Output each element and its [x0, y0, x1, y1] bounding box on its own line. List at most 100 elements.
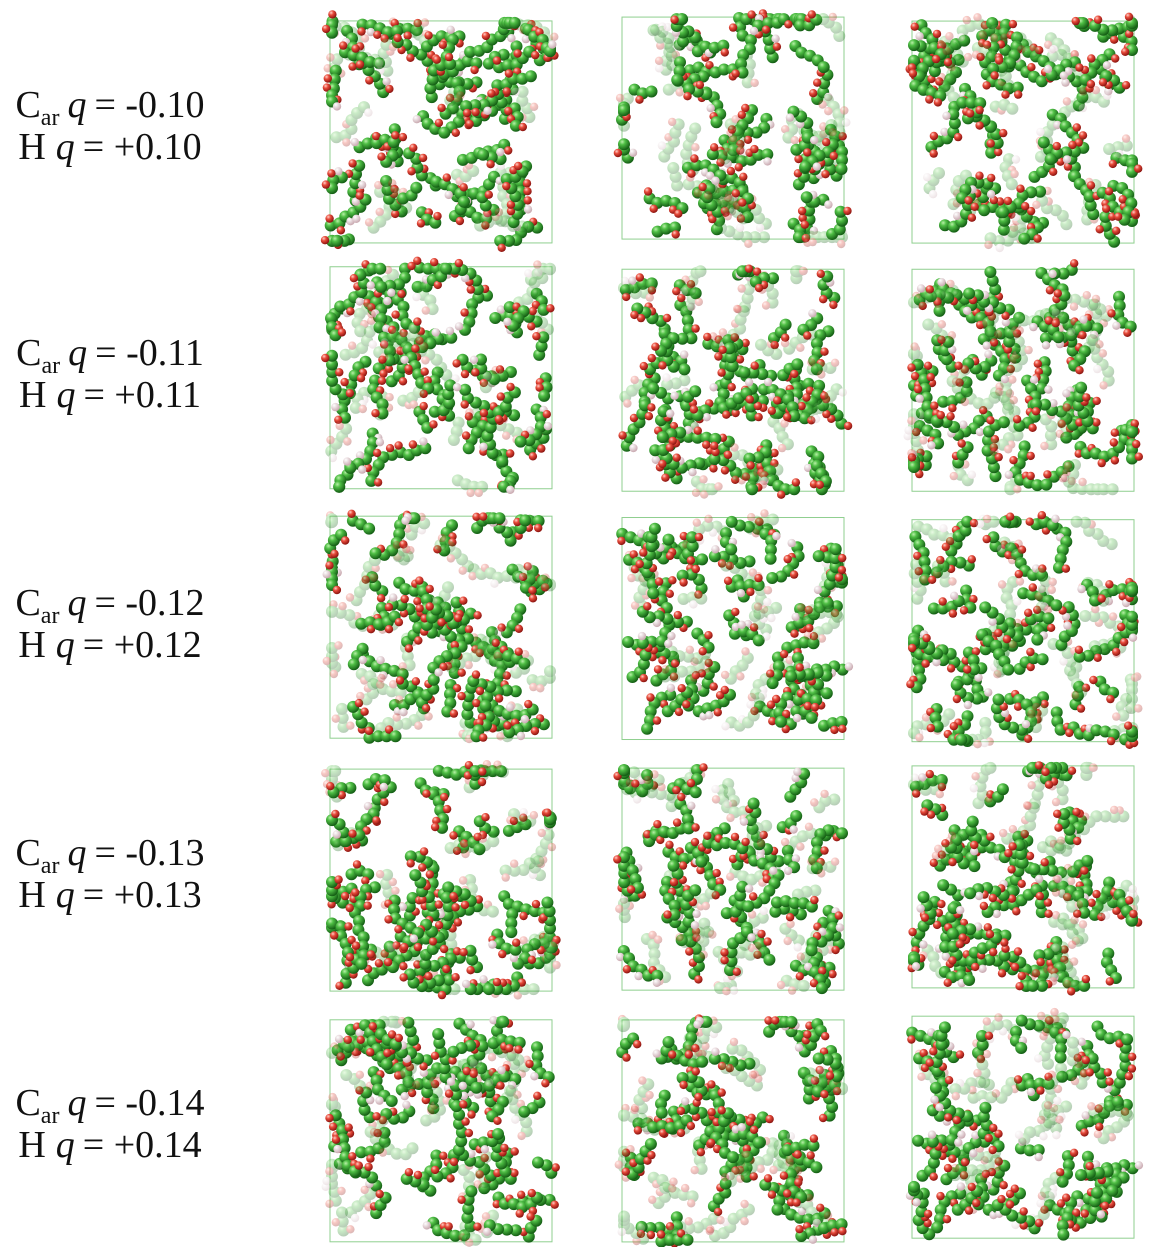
oxygen-atom	[399, 662, 407, 670]
oxygen-atom	[639, 548, 647, 556]
oxygen-atom	[426, 602, 434, 610]
oxygen-atom	[750, 27, 758, 35]
carbon-atom	[785, 670, 797, 682]
oxygen-atom	[629, 149, 637, 157]
oxygen-atom	[754, 574, 762, 582]
oxygen-atom	[370, 574, 378, 582]
hydrogen-atom	[450, 709, 458, 717]
oxygen-atom	[751, 362, 759, 370]
hydrogen-atom	[1111, 429, 1119, 437]
hydrogen-atom	[942, 47, 950, 55]
carbon-atom	[1040, 479, 1052, 491]
hydrogen-atom	[495, 208, 503, 216]
oxygen-atom	[790, 630, 798, 638]
oxygen-atom	[1048, 270, 1056, 278]
oxygen-atom	[824, 107, 832, 115]
oxygen-atom	[515, 625, 523, 633]
oxygen-atom	[736, 672, 744, 680]
oxygen-atom	[829, 301, 837, 309]
oxygen-atom	[1016, 185, 1024, 193]
hydrogen-atom	[668, 576, 676, 584]
hydrogen-atom	[784, 20, 792, 28]
oxygen-atom	[793, 714, 801, 722]
molecule	[346, 554, 381, 606]
oxygen-atom	[506, 449, 514, 457]
oxygen-atom	[1115, 150, 1123, 158]
oxygen-atom	[621, 277, 629, 285]
oxygen-atom	[1112, 712, 1120, 720]
oxygen-atom	[437, 104, 445, 112]
oxygen-atom	[630, 311, 638, 319]
hydrogen-atom	[792, 478, 800, 486]
oxygen-atom	[1013, 415, 1021, 423]
hydrogen-atom	[1092, 418, 1100, 426]
oxygen-atom	[1032, 201, 1040, 209]
hydrogen-atom	[333, 586, 341, 594]
molecule	[1059, 86, 1112, 118]
oxygen-atom	[1044, 385, 1052, 393]
oxygen-atom	[975, 172, 983, 180]
oxygen-atom	[1078, 331, 1086, 339]
hydrogen-atom	[504, 146, 512, 154]
oxygen-atom	[907, 449, 915, 457]
carbon-atom	[374, 263, 386, 275]
carbon-atom	[821, 687, 833, 699]
oxygen-atom	[1026, 648, 1034, 656]
oxygen-atom	[680, 287, 688, 295]
oxygen-atom	[1072, 17, 1080, 25]
element-symbol: C	[15, 582, 40, 624]
oxygen-atom	[830, 726, 838, 734]
oxygen-atom	[828, 128, 836, 136]
oxygen-atom	[340, 378, 348, 386]
hydrogen-atom	[507, 34, 515, 42]
oxygen-atom	[976, 428, 984, 436]
oxygen-atom	[798, 207, 806, 215]
molecule	[325, 511, 338, 528]
carbon-atom	[440, 263, 452, 275]
carbon-atom	[998, 416, 1010, 428]
oxygen-atom	[680, 350, 688, 358]
carbon-atom	[525, 70, 537, 82]
hydrogen-atom	[369, 340, 377, 348]
carbon-atom	[489, 312, 501, 324]
oxygen-atom	[929, 190, 937, 198]
oxygen-atom	[904, 426, 912, 434]
oxygen-atom	[673, 454, 681, 462]
molecule	[416, 206, 442, 229]
oxygen-atom	[948, 404, 956, 412]
hydrogen-atom	[650, 205, 658, 213]
hydrogen-atom	[523, 187, 531, 195]
molecule	[789, 40, 829, 73]
oxygen-atom	[393, 34, 401, 42]
oxygen-atom	[1109, 612, 1117, 620]
hydrogen-atom	[808, 309, 816, 317]
oxygen-atom	[733, 305, 741, 313]
charge-variable: q	[56, 624, 75, 666]
hydrogen-atom	[389, 43, 397, 51]
oxygen-atom	[528, 586, 536, 594]
oxygen-atom	[738, 621, 746, 629]
oxygen-atom	[721, 48, 729, 56]
carbon-atom	[1126, 611, 1138, 623]
oxygen-atom	[339, 41, 347, 49]
oxygen-atom	[963, 16, 971, 24]
carbon-atom	[755, 339, 767, 351]
oxygen-atom	[1098, 459, 1106, 467]
hydrogen-atom	[534, 524, 542, 532]
oxygen-atom	[845, 662, 853, 670]
charge-value: = -0.10	[94, 84, 204, 126]
oxygen-atom	[737, 589, 745, 597]
oxygen-atom	[356, 692, 364, 700]
oxygen-atom	[666, 590, 674, 598]
oxygen-atom	[421, 18, 429, 26]
hydrogen-atom	[492, 366, 500, 374]
oxygen-atom	[736, 224, 744, 232]
oxygen-atom	[932, 55, 940, 63]
oxygen-atom	[711, 545, 719, 553]
element-symbol: H	[18, 126, 45, 168]
oxygen-atom	[373, 31, 381, 39]
hydrogen-atom	[1111, 456, 1119, 464]
carbon-atom	[963, 288, 975, 300]
oxygen-atom	[376, 438, 384, 446]
carbon-atom	[1045, 153, 1057, 165]
